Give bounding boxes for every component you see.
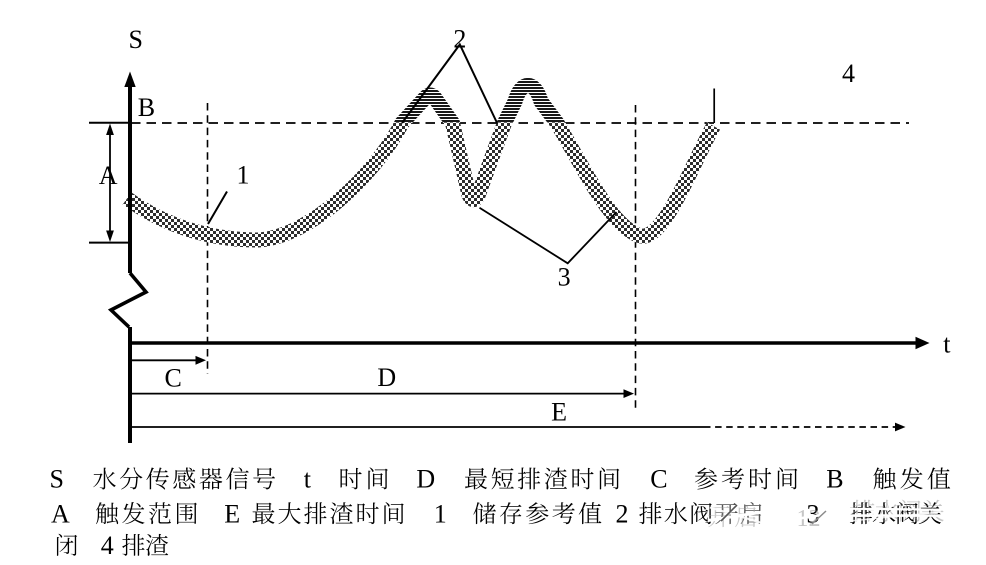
svg-text:B: B [138,93,155,122]
svg-text:E: E [551,398,567,427]
svg-text:C: C [165,364,182,393]
svg-text:B: B [826,465,843,494]
svg-text:t: t [943,330,951,359]
svg-text:1: 1 [237,161,250,190]
svg-text:A: A [51,499,70,528]
svg-text:3: 3 [558,262,571,291]
svg-text:A: A [99,161,118,190]
svg-text:D: D [416,465,435,494]
svg-text:2: 2 [453,25,466,54]
svg-text:4: 4 [842,59,855,88]
svg-text:t: t [304,465,312,494]
svg-text:1: 1 [434,499,447,528]
svg-text:S: S [129,25,143,54]
svg-text:4: 4 [101,531,114,560]
svg-text:2: 2 [616,499,629,528]
svg-text:E: E [224,499,240,528]
svg-text:D: D [377,363,396,392]
svg-text:C: C [650,465,667,494]
svg-text:S: S [50,465,64,494]
